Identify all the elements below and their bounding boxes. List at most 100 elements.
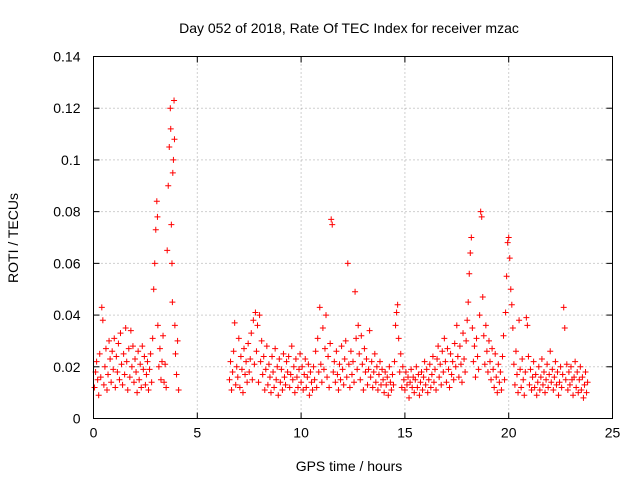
data-point [517,366,524,373]
data-point [522,368,529,375]
data-point [105,371,112,378]
data-point [578,387,585,394]
data-point [162,361,169,368]
data-point [133,368,140,375]
data-point [422,381,429,388]
data-point [531,384,538,391]
data-point [279,387,286,394]
data-point [581,381,588,388]
data-point [317,361,324,368]
data-point [489,345,496,352]
data-point [438,381,445,388]
data-point [113,353,120,360]
data-point [327,340,334,347]
data-point [283,358,290,365]
data-point [315,368,322,375]
data-point [389,371,396,378]
data-point [169,299,176,306]
data-point [370,368,377,375]
data-point [276,356,283,363]
data-point [153,198,160,205]
data-point [359,361,366,368]
data-point [418,368,425,375]
data-point [141,353,148,360]
data-point [516,317,523,324]
data-point [117,330,124,337]
data-point [94,376,101,383]
data-point [535,363,542,370]
data-point [300,387,307,394]
data-point [263,343,270,350]
data-point [582,368,589,375]
data-point [305,361,312,368]
data-point [262,366,269,373]
x-tick-label: 25 [605,425,621,441]
data-point [567,363,574,370]
data-point [354,366,361,373]
data-point [154,322,161,329]
data-point [259,371,266,378]
data-point [503,273,510,280]
data-point [388,387,395,394]
data-point [445,366,452,373]
data-point [108,379,115,386]
data-point [236,384,243,391]
data-point [449,358,456,365]
data-point [481,361,488,368]
data-point [426,361,433,368]
data-point [114,368,121,375]
data-point [152,226,159,233]
data-point [560,304,567,311]
y-tick-label: 0.02 [53,359,80,375]
data-point [441,335,448,342]
data-point [256,312,263,319]
data-point [362,368,369,375]
data-point [246,368,253,375]
data-point [519,356,526,363]
data-point [296,366,303,373]
data-point [371,350,378,357]
data-point [321,345,328,352]
data-point [499,353,506,360]
data-point [559,371,566,378]
data-point [500,332,507,339]
data-point [167,105,174,112]
data-point [534,379,541,386]
data-point [163,384,170,391]
data-point [584,379,591,386]
data-point [471,343,478,350]
data-point [341,356,348,363]
data-point [444,345,451,352]
data-point [352,288,359,295]
data-point [413,363,420,370]
data-point [539,381,546,388]
data-point [116,376,123,383]
data-point [478,213,485,220]
data-point [492,350,499,357]
data-point [580,394,587,401]
data-point [284,368,291,375]
data-point [433,387,440,394]
data-point [166,144,173,150]
data-point [543,376,550,383]
data-point [174,337,181,344]
data-point [487,358,494,365]
data-point [555,392,562,399]
data-point [169,169,176,176]
data-point [229,368,236,375]
data-point [398,384,405,391]
data-point [307,368,314,375]
data-point [571,374,578,381]
data-point [170,156,177,163]
data-point [399,363,406,370]
data-point [281,374,288,381]
data-point [400,376,407,383]
data-point [384,374,391,381]
data-point [252,309,259,316]
data-point [457,361,464,368]
data-point [119,381,126,388]
data-point [232,381,239,388]
data-point [318,379,325,386]
data-point [485,337,492,344]
data-point [230,348,237,355]
